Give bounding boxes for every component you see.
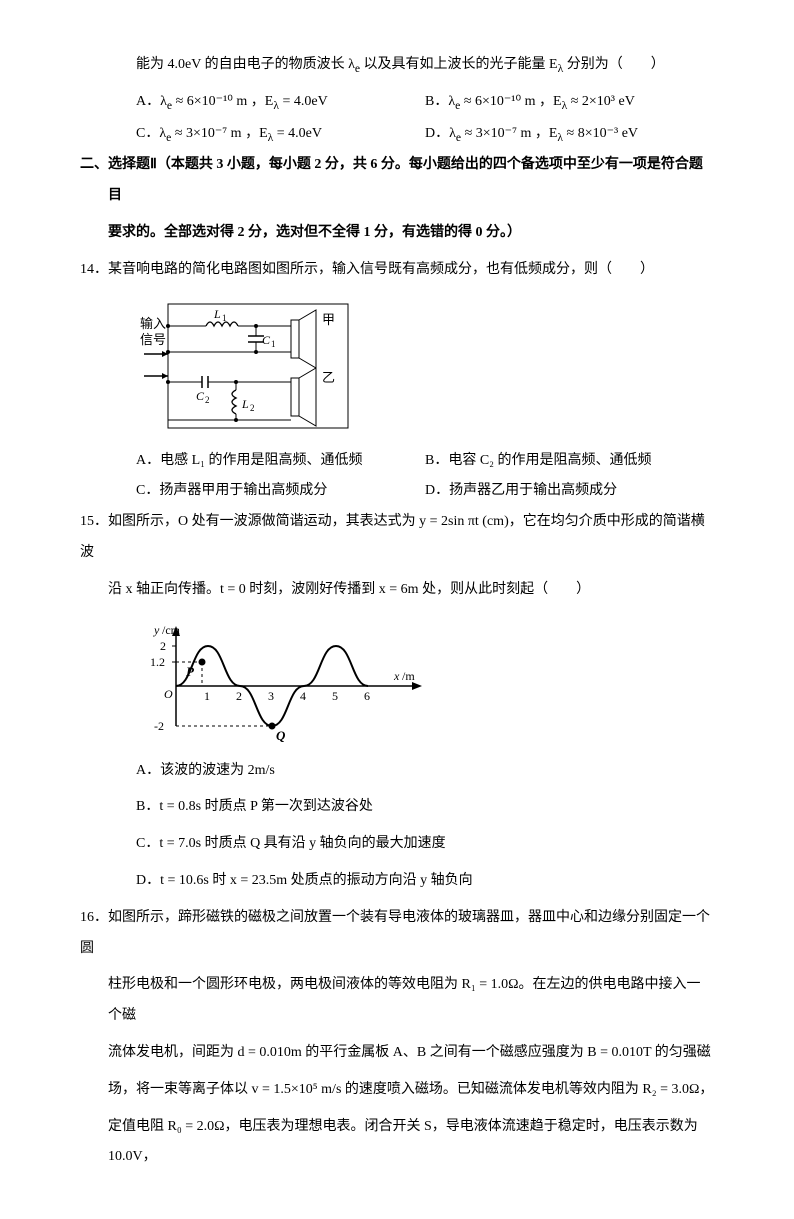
svg-text:2: 2 [160,639,166,653]
svg-text:/m: /m [402,669,415,683]
svg-text:甲: 甲 [322,312,335,327]
q15-opt-d: D．t = 10.6s 时 x = 23.5m 处质点的振动方向沿 y 轴负向 [80,866,714,897]
q16-stem-3: 流体发电机，间距为 d = 0.010m 的平行金属板 A、B 之间有一个磁感应… [80,1038,714,1069]
svg-text:y: y [153,623,160,637]
svg-text:乙: 乙 [322,370,335,385]
q15-stem-2: 沿 x 轴正向传播。t = 0 时刻，波刚好传播到 x = 6m 处，则从此时刻… [80,575,714,606]
q15-opt-b: B．t = 0.8s 时质点 P 第一次到达波谷处 [80,792,714,823]
svg-text:信号: 信号 [140,332,166,347]
svg-text:输入: 输入 [140,316,166,331]
q13-opt-c: C．λe ≈ 3×10⁻⁷ m ，Eλ = 4.0eV [80,119,425,150]
q15-opt-a: A．该波的波速为 2m/s [80,756,714,787]
svg-text:5: 5 [332,689,338,703]
svg-text:1: 1 [271,339,276,349]
section2-header-2: 要求的。全部选对得 2 分，选对但不全得 1 分，有选错的得 0 分。） [80,218,714,249]
svg-text:1: 1 [204,689,210,703]
svg-text:L: L [241,397,249,411]
svg-text:P: P [186,664,195,679]
q16-stem-2: 柱形电极和一个圆形环电极，两电极间液体的等效电阻为 R₁ = 1.0Ω。在左边的… [80,970,714,1032]
svg-text:Q: Q [276,728,286,743]
q16-stem-4: 场，将一束等离子体以 v = 1.5×10⁵ m/s 的速度喷入磁场。已知磁流体… [80,1075,714,1106]
svg-text:-2: -2 [154,719,164,733]
q15-stem-1: 15．如图所示，O 处有一波源做简谐运动，其表达式为 y = 2sin πt (… [80,507,714,569]
q16-stem-1: 16．如图所示，蹄形磁铁的磁极之间放置一个装有导电液体的玻璃器皿，器皿中心和边缘… [80,903,714,965]
q15-opt-c: C．t = 7.0s 时质点 Q 具有沿 y 轴负向的最大加速度 [80,829,714,860]
q13-opt-b: B．λe ≈ 6×10⁻¹⁰ m ，Eλ ≈ 2×10³ eV [425,87,714,118]
svg-text:C: C [262,333,271,347]
q15-figure: y/cm x/m 2 1.2 -2 1 2 3 4 5 6 O [136,616,714,746]
svg-text:2: 2 [250,403,255,413]
svg-text:1: 1 [222,313,227,323]
q13-stem: 能为 4.0eV 的自由电子的物质波长 λe 以及具有如上波长的光子能量 Eλ … [80,50,714,81]
q14-stem: 14．某音响电路的简化电路图如图所示，输入信号既有高频成分，也有低频成分，则（ … [80,255,714,286]
svg-text:6: 6 [364,689,370,703]
svg-text:L: L [213,307,221,321]
q13-opt-d: D．λe ≈ 3×10⁻⁷ m ，Eλ ≈ 8×10⁻³ eV [425,119,714,150]
svg-text:x: x [393,669,400,683]
svg-text:4: 4 [300,689,306,703]
section2-header: 二、 选择题Ⅱ（本题共 3 小题，每小题 2 分，共 6 分。每小题给出的四个备… [80,150,714,212]
q14-opt-a: A．电感 L₁ 的作用是阻高频、通低频 [80,446,425,477]
svg-text:1.2: 1.2 [150,655,165,669]
q13-opt-a: A．λe ≈ 6×10⁻¹⁰ m ，Eλ = 4.0eV [80,87,425,118]
svg-text:2: 2 [236,689,242,703]
svg-text:/cm: /cm [162,623,181,637]
svg-text:O: O [164,687,173,701]
q14-opt-b: B．电容 C₂ 的作用是阻高频、通低频 [425,446,714,477]
q14-opt-d: D．扬声器乙用于输出高频成分 [425,476,714,507]
svg-text:2: 2 [205,395,210,405]
q16-stem-5: 定值电阻 R₀ = 2.0Ω，电压表为理想电表。闭合开关 S，导电液体流速趋于稳… [80,1112,714,1174]
q14-figure: 输入 信号 L1 C1 甲 [136,296,714,436]
svg-text:3: 3 [268,689,274,703]
q14-opt-c: C．扬声器甲用于输出高频成分 [80,476,425,507]
svg-text:C: C [196,389,205,403]
